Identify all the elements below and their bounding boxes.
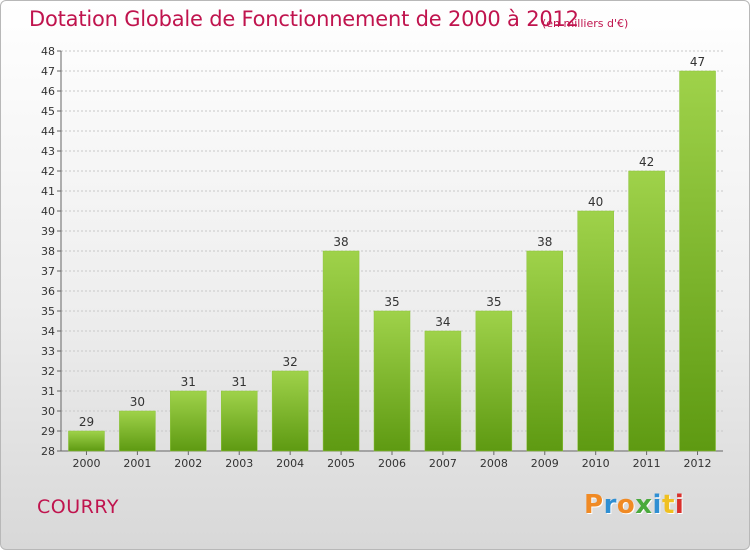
commune-name: COURRY xyxy=(37,496,119,518)
y-tick-label: 46 xyxy=(41,85,55,98)
x-tick-label: 2000 xyxy=(72,457,100,470)
x-tick-label: 2008 xyxy=(480,457,508,470)
bar xyxy=(170,390,207,452)
data-label: 38 xyxy=(537,235,552,249)
y-tick-label: 42 xyxy=(41,165,55,178)
x-tick-label: 2006 xyxy=(378,457,406,470)
bar xyxy=(628,170,665,452)
bar xyxy=(68,430,105,452)
data-label: 31 xyxy=(232,375,247,389)
data-label: 40 xyxy=(588,195,603,209)
bar xyxy=(679,70,716,452)
data-label: 38 xyxy=(333,235,348,249)
logo-letter: P xyxy=(584,490,604,520)
bar xyxy=(475,310,513,452)
logo-letter: t xyxy=(661,490,675,520)
y-tick-label: 44 xyxy=(41,125,55,138)
y-tick-label: 33 xyxy=(41,345,55,358)
logo-letter: i xyxy=(652,490,662,520)
data-label: 30 xyxy=(130,395,145,409)
chart-title: Dotation Globale de Fonctionnement de 20… xyxy=(29,7,579,31)
data-label: 32 xyxy=(283,355,298,369)
chart-subtitle: (en milliers d'€) xyxy=(542,17,629,30)
bar xyxy=(322,250,360,452)
proxiti-logo: Proxiti xyxy=(584,490,684,520)
data-label: 34 xyxy=(435,315,450,329)
y-tick-label: 28 xyxy=(41,445,55,458)
logo-letter: r xyxy=(603,490,617,520)
logo-letter: i xyxy=(674,490,685,520)
y-tick-label: 31 xyxy=(41,385,55,398)
x-tick-label: 2002 xyxy=(174,457,202,470)
data-label: 47 xyxy=(690,55,705,69)
x-tick-label: 2010 xyxy=(582,457,610,470)
bar xyxy=(119,410,156,452)
y-tick-label: 47 xyxy=(41,65,55,78)
data-label: 42 xyxy=(639,155,654,169)
axes: 28 29 30 31 32 33 34 35 36 37 38 39 40 41 42 43 44 45 46 47… xyxy=(41,45,723,458)
bar xyxy=(424,330,462,452)
bar xyxy=(271,370,309,452)
bar xyxy=(526,250,564,452)
bar xyxy=(220,390,258,452)
bars xyxy=(68,70,716,452)
y-tick-label: 40 xyxy=(41,205,55,218)
x-tick-label: 2011 xyxy=(633,457,661,470)
x-tick-label: 2009 xyxy=(531,457,559,470)
y-tick-label: 30 xyxy=(41,405,55,418)
x-tick-label: 2012 xyxy=(684,457,712,470)
data-label: 31 xyxy=(181,375,196,389)
x-tick-label: 2007 xyxy=(429,457,457,470)
data-label: 35 xyxy=(486,295,501,309)
y-tick-label: 39 xyxy=(41,225,55,238)
y-tick-label: 29 xyxy=(41,425,55,438)
y-tick-label: 41 xyxy=(41,185,55,198)
x-tick-label: 2005 xyxy=(327,457,355,470)
bar xyxy=(373,310,411,452)
data-label: 35 xyxy=(384,295,399,309)
logo-letter: o xyxy=(616,490,636,520)
y-tick-label: 37 xyxy=(41,265,55,278)
y-tick-label: 43 xyxy=(41,145,55,158)
x-tick-label: 2001 xyxy=(123,457,151,470)
logo-letter: x xyxy=(635,490,653,520)
y-tick-label: 35 xyxy=(41,305,55,318)
y-tick-label: 48 xyxy=(41,45,55,58)
bar xyxy=(577,210,614,452)
data-label: 29 xyxy=(79,415,94,429)
y-tick-label: 34 xyxy=(41,325,55,338)
labels: 2000 29 2001 30 2002 31 2003 31 2004 32 2005 38 2006… xyxy=(72,55,711,470)
x-tick-label: 2003 xyxy=(225,457,253,470)
y-tick-label: 45 xyxy=(41,105,55,118)
x-tick-label: 2004 xyxy=(276,457,304,470)
y-tick-label: 38 xyxy=(41,245,55,258)
y-tick-label: 36 xyxy=(41,285,55,298)
y-tick-label: 32 xyxy=(41,365,55,378)
